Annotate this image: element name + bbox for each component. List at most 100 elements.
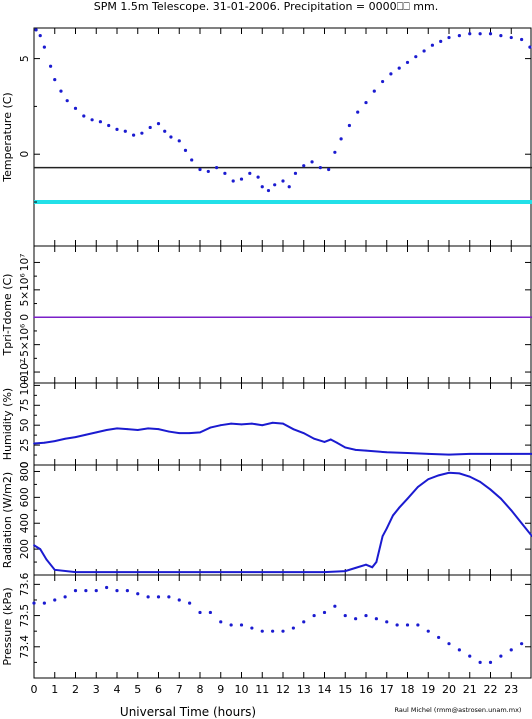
data-point	[448, 471, 450, 474]
data-point	[416, 623, 420, 627]
data-point	[389, 72, 393, 76]
data-point	[374, 617, 378, 621]
data-point	[426, 629, 430, 633]
data-point	[447, 642, 451, 646]
x-tick-label: 4	[114, 683, 121, 696]
data-point	[468, 32, 472, 36]
panel-pressure: 73.4 73.5 73.6 Pressure (kPa)	[1, 572, 532, 679]
x-tick-label: 19	[421, 683, 435, 696]
data-point	[157, 428, 160, 431]
data-point	[163, 129, 167, 133]
data-point	[84, 589, 88, 593]
data-point	[208, 610, 212, 615]
y-axis-label: Radiation (W/m2)	[1, 472, 14, 568]
data-point	[116, 427, 118, 430]
x-tick-label: 6	[155, 683, 162, 696]
x-tick-label: 0	[31, 683, 38, 696]
data-point	[199, 431, 201, 434]
data-point	[499, 654, 503, 658]
x-tick-label: 17	[380, 683, 394, 696]
data-point	[478, 660, 482, 664]
data-point	[312, 613, 316, 618]
data-point	[520, 522, 523, 525]
y-tick-label: 0	[19, 151, 31, 158]
data-point	[385, 527, 388, 530]
y-tick-label: 73.6	[19, 572, 31, 596]
y-tick-label: 0	[19, 314, 31, 321]
x-tick-label: 21	[463, 683, 477, 696]
data-point	[148, 125, 152, 130]
data-point	[356, 110, 360, 114]
data-point	[439, 39, 443, 43]
data-point	[344, 570, 347, 573]
data-point	[43, 441, 46, 444]
series-line	[33, 421, 532, 456]
data-point	[479, 480, 482, 483]
x-tick-label: 23	[504, 683, 518, 696]
data-point	[156, 122, 161, 126]
data-point	[219, 424, 222, 427]
data-point	[188, 601, 192, 605]
data-point	[94, 589, 98, 593]
data-point	[33, 316, 35, 319]
data-point	[250, 422, 253, 425]
data-point	[510, 452, 513, 455]
data-point	[38, 34, 42, 38]
data-point	[323, 441, 326, 443]
x-tick-label: 22	[484, 683, 498, 696]
data-point	[136, 429, 139, 431]
y-tick-label: 0	[19, 462, 31, 469]
y-tick-label: 10⁷	[19, 254, 31, 272]
x-tick-label: 20	[442, 683, 456, 696]
y-tick-label: 800	[19, 461, 31, 481]
data-point	[344, 446, 347, 449]
data-point	[105, 429, 108, 431]
data-point	[240, 423, 243, 426]
data-point	[240, 571, 243, 574]
data-point	[282, 571, 284, 574]
data-point	[169, 135, 173, 139]
data-point	[302, 164, 306, 168]
y-tick-label: 100	[19, 375, 31, 395]
data-point	[329, 438, 332, 441]
data-point	[448, 453, 450, 456]
data-point	[406, 497, 409, 500]
data-point	[292, 428, 295, 431]
data-point	[146, 595, 150, 599]
data-point	[167, 595, 171, 599]
data-point	[73, 589, 78, 593]
data-point	[34, 28, 38, 32]
data-point	[302, 620, 306, 624]
data-point	[132, 133, 136, 137]
data-point	[64, 437, 67, 440]
data-point	[489, 452, 492, 455]
y-axis-label: Pressure (kPa)	[1, 587, 14, 665]
data-point	[32, 601, 36, 605]
data-point	[468, 654, 472, 658]
data-point	[39, 548, 42, 551]
data-point	[198, 167, 202, 172]
data-point	[53, 440, 56, 443]
data-point	[336, 441, 338, 444]
data-point	[397, 66, 401, 70]
data-point	[392, 514, 394, 517]
data-point	[231, 179, 235, 183]
data-point	[42, 601, 46, 605]
data-point	[223, 171, 227, 175]
data-point	[302, 432, 305, 435]
data-point	[468, 475, 471, 478]
data-point	[510, 509, 513, 512]
data-point	[260, 629, 264, 633]
data-point	[126, 428, 129, 431]
data-point	[457, 648, 461, 652]
data-point	[271, 421, 274, 424]
y-tick-label: 5	[19, 55, 31, 62]
data-point	[354, 566, 357, 569]
panel-humidity: 0 25 50 75 100 Humidity (%)	[1, 375, 532, 468]
data-point	[90, 118, 94, 122]
y-tick-label: 50	[19, 419, 31, 432]
data-point	[65, 99, 69, 103]
data-point	[381, 535, 384, 538]
data-point	[239, 623, 244, 627]
data-point	[333, 604, 337, 608]
